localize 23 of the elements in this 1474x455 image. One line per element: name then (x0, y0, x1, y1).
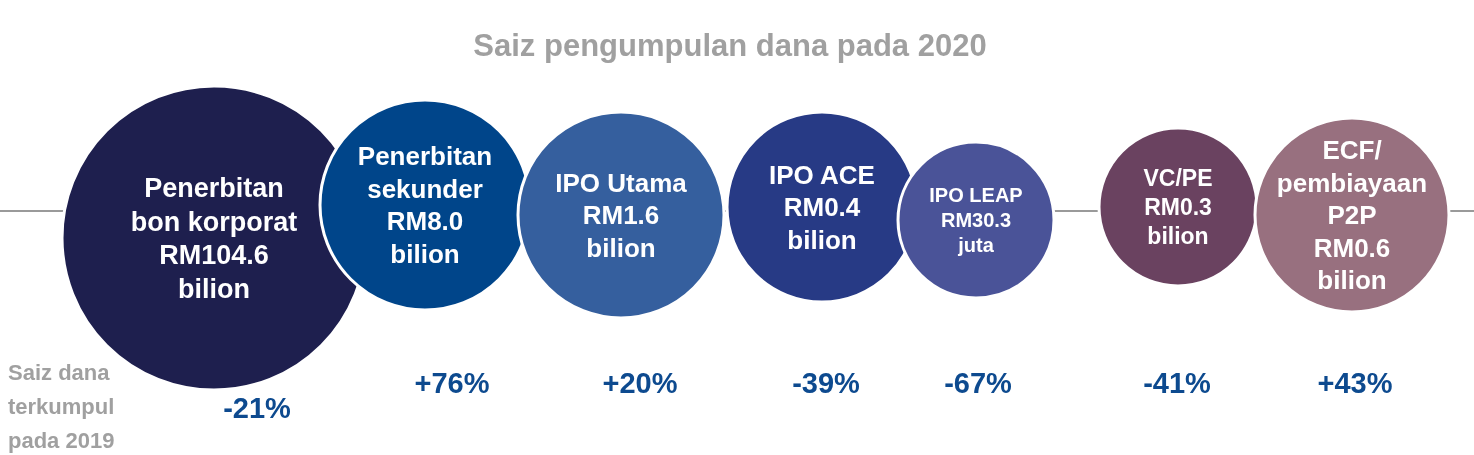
category-label: IPO ACE (769, 159, 875, 190)
text: +20% (602, 367, 678, 399)
text: -39% (792, 367, 860, 399)
text: Saiz pengumpulan dana pada 2020 (473, 28, 987, 63)
data-label: RM1.6 bilion (582, 200, 660, 263)
data-label: RM104.6 bilion (159, 240, 269, 305)
text: +76% (414, 367, 490, 399)
text: -21% (223, 392, 291, 424)
text: Saiz dana terkumpul pada 2019 (8, 360, 115, 453)
text: -67% (944, 367, 1012, 399)
data-label: RM8.0 bilion (386, 206, 464, 269)
category-label: ECF/ pembiayaan P2P (1276, 135, 1428, 231)
data-label: RM0.6 bilion (1313, 232, 1391, 296)
data-label: RM0.3 bilion (1144, 194, 1212, 249)
text: +43% (1317, 367, 1393, 399)
category-label: VC/PE (1143, 165, 1213, 192)
category-label: IPO LEAP (929, 184, 1023, 206)
text: -41% (1143, 367, 1211, 399)
category-label: Penerbitan bon korporat (130, 172, 298, 237)
data-label: RM0.4 bilion (783, 192, 861, 255)
category-label: IPO Utama (555, 167, 688, 198)
category-label: Penerbitan sekunder (357, 141, 493, 204)
data-label: RM30.3 juta (940, 209, 1012, 256)
